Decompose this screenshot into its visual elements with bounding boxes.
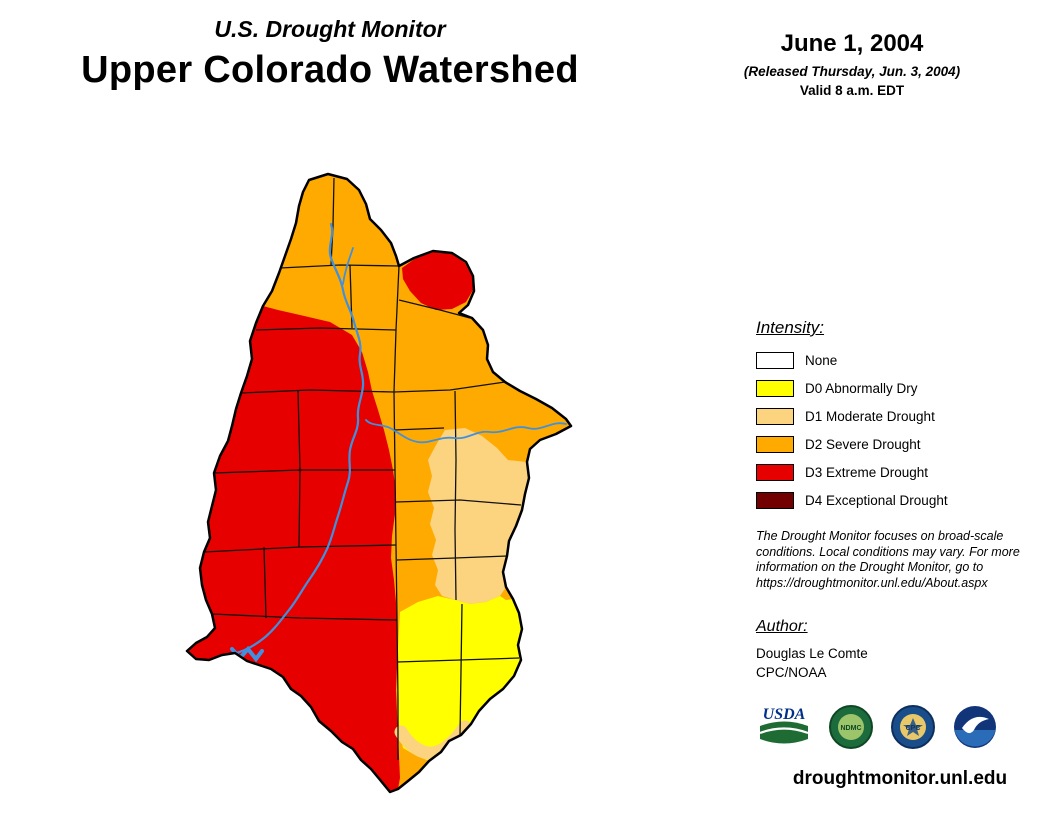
legend-label: D0 Abnormally Dry (805, 381, 918, 396)
swatch-none (756, 352, 794, 369)
rivers (230, 222, 567, 663)
map-date: June 1, 2004 (780, 30, 924, 57)
author-org: CPC/NOAA (756, 664, 827, 680)
cpc-logo: CPC CPC (891, 704, 935, 749)
noaa-logo: NOAA (954, 705, 996, 748)
swatch-d0 (756, 380, 794, 397)
legend-label: D1 Moderate Drought (805, 409, 935, 424)
legend-item-d3: D3 Extreme Drought (756, 464, 1056, 481)
release-date: (Released Thursday, Jun. 3, 2004) (743, 64, 961, 79)
cpc-logo-text: CPC (906, 725, 921, 732)
disclaimer-text: The Drought Monitor focuses on broad-sca… (756, 529, 1020, 590)
site-url: droughtmonitor.unl.edu (792, 767, 1008, 789)
legend-item-d1: D1 Moderate Drought (756, 408, 1056, 425)
legend-label: D3 Extreme Drought (805, 465, 929, 480)
info-panel: Intensity: None D0 Abnormally Dry D1 Mod… (756, 318, 1056, 790)
ndmc-logo-text: NDMC (841, 725, 862, 732)
date-block: June 1, 2004 (Released Thursday, Jun. 3,… (718, 30, 986, 98)
usda-logo-text: USDA (763, 706, 806, 723)
legend-label: D2 Severe Drought (805, 437, 921, 452)
legend-item-d2: D2 Severe Drought (756, 436, 1056, 453)
legend-item-d0: D0 Abnormally Dry (756, 380, 1056, 397)
author-name: Douglas Le Comte (756, 645, 868, 661)
valid-time: Valid 8 a.m. EDT (799, 83, 905, 98)
d3-extreme-region-west (187, 306, 400, 792)
program-title: U.S. Drought Monitor (214, 16, 446, 42)
swatch-d4 (756, 492, 794, 509)
d3-extreme-region-northeast (402, 252, 473, 310)
river-main (230, 222, 365, 656)
ndmc-logo: NDMC NDMC (829, 704, 873, 749)
d1-moderate-region (428, 428, 529, 604)
legend-label: D4 Exceptional Drought (805, 493, 948, 508)
author-heading: Author: (756, 617, 808, 635)
river-tributary-north (342, 247, 354, 285)
swatch-d3 (756, 464, 794, 481)
legend-label: None (805, 353, 838, 368)
legend-item-none: None (756, 352, 1056, 369)
logo-row: USDA USDA NDMC NDMC CPC CPC (756, 704, 1056, 750)
title-block: U.S. Drought Monitor Upper Colorado Wate… (40, 16, 620, 92)
swatch-d1 (756, 408, 794, 425)
legend-item-d4: D4 Exceptional Drought (756, 492, 1056, 509)
legend-heading: Intensity: (756, 318, 825, 337)
d0-abnormally-dry-region (397, 596, 522, 761)
swatch-d2 (756, 436, 794, 453)
river-tributary-east (365, 419, 567, 444)
county-boundaries (203, 177, 522, 760)
page-title: Upper Colorado Watershed (81, 49, 579, 91)
usda-logo: USDA USDA (759, 706, 809, 743)
